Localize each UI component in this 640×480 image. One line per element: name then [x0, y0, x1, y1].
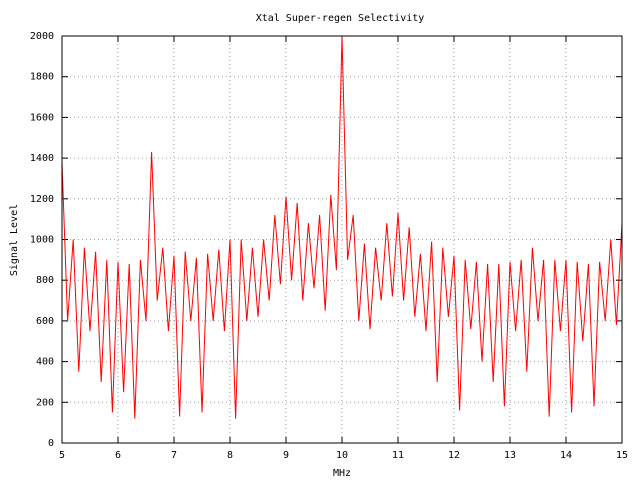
x-tick-label: 12 [448, 450, 460, 461]
x-axis-label: MHz [333, 468, 351, 479]
x-tick-label: 10 [336, 450, 348, 461]
y-tick-label: 1600 [30, 112, 54, 123]
x-tick-label: 6 [115, 450, 121, 461]
x-tick-label: 13 [504, 450, 516, 461]
y-tick-label: 200 [36, 397, 54, 408]
y-tick-label: 0 [48, 438, 54, 449]
y-axis-label: Signal Level [9, 204, 20, 276]
x-tick-label: 9 [283, 450, 289, 461]
y-tick-label: 1000 [30, 235, 54, 246]
y-tick-label: 600 [36, 316, 54, 327]
plot-border [61, 35, 623, 444]
y-tick-label: 1400 [30, 153, 54, 164]
x-tick-label: 7 [171, 450, 177, 461]
x-tick-label: 15 [616, 450, 628, 461]
x-tick-label: 14 [560, 450, 572, 461]
x-tick-label: 11 [392, 450, 404, 461]
y-tick-label: 1200 [30, 194, 54, 205]
y-tick-label: 1800 [30, 72, 54, 83]
chart-title: Xtal Super-regen Selectivity [256, 13, 425, 24]
y-tick-label: 2000 [30, 31, 54, 42]
x-tick-label: 8 [227, 450, 233, 461]
y-tick-label: 400 [36, 357, 54, 368]
x-tick-label: 5 [59, 450, 65, 461]
y-tick-label: 800 [36, 275, 54, 286]
